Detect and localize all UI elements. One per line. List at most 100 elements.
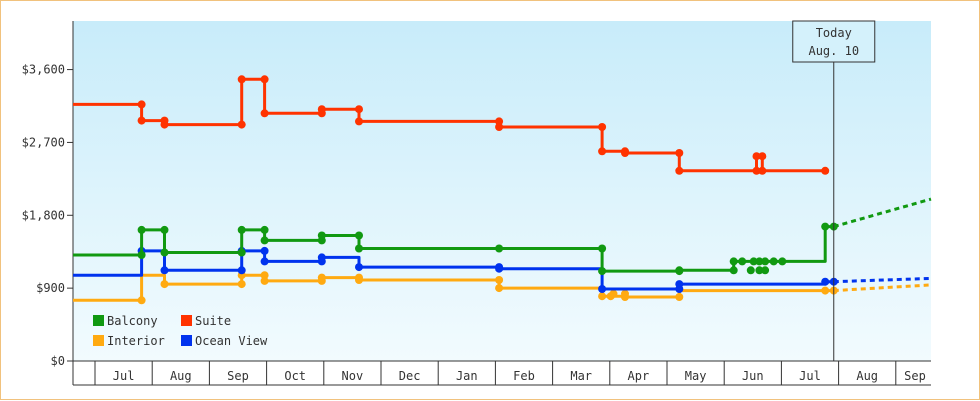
data-point	[317, 105, 326, 114]
data-point	[755, 257, 764, 266]
data-point	[237, 75, 246, 84]
x-tick-label: Dec	[399, 369, 421, 383]
series-suite	[73, 75, 830, 175]
data-point	[317, 231, 326, 240]
forecast-line	[833, 197, 932, 229]
x-tick-label: May	[685, 369, 707, 383]
data-point	[758, 152, 767, 161]
data-point	[675, 280, 684, 289]
data-point	[778, 257, 787, 266]
today-title: Today	[816, 26, 852, 40]
x-tick-label: Sep	[904, 369, 926, 383]
data-point	[769, 257, 778, 266]
data-point	[675, 266, 684, 275]
data-point	[137, 296, 146, 305]
plot-background	[73, 21, 931, 361]
data-point	[729, 257, 738, 266]
x-tick-label: Jul	[799, 369, 821, 383]
x-tick-label: Jul	[113, 369, 135, 383]
x-tick-label: Jun	[742, 369, 764, 383]
data-point	[621, 289, 629, 298]
data-point	[237, 248, 246, 257]
legend-label: Ocean View	[195, 334, 268, 348]
data-point	[355, 244, 363, 253]
data-point	[495, 276, 504, 284]
series-balcony	[73, 222, 838, 276]
data-point	[317, 253, 326, 262]
data-point	[355, 263, 363, 272]
data-point	[761, 266, 770, 275]
data-point	[729, 266, 738, 275]
today-date: Aug. 10	[808, 44, 859, 58]
data-point	[237, 266, 246, 275]
data-point	[355, 117, 363, 126]
data-point	[260, 271, 269, 280]
data-point	[738, 257, 747, 266]
data-point	[137, 100, 146, 109]
y-tick-label: $3,600	[22, 63, 65, 77]
legend-item-ocean-view: Ocean View	[181, 334, 268, 348]
data-point	[598, 244, 607, 253]
data-point	[749, 257, 758, 266]
x-tick-label: Mar	[570, 369, 592, 383]
data-point	[355, 276, 363, 284]
data-point	[160, 280, 169, 289]
data-point	[260, 246, 269, 255]
x-tick-label: Aug	[856, 369, 878, 383]
data-point	[758, 166, 767, 175]
data-point	[160, 225, 169, 234]
x-tick-label: Jan	[456, 369, 478, 383]
data-point	[821, 166, 830, 175]
series-line	[73, 77, 826, 173]
data-point	[137, 225, 146, 234]
series-layer	[73, 75, 932, 305]
x-tick-label: Nov	[342, 369, 364, 383]
y-tick-label: $1,800	[22, 208, 65, 222]
data-point	[675, 149, 684, 157]
data-point	[621, 149, 629, 157]
data-point	[355, 105, 363, 114]
data-point	[260, 236, 269, 245]
today-box	[792, 20, 876, 63]
legend-swatch	[93, 315, 104, 326]
legend-item-interior: Interior	[93, 334, 165, 348]
data-point	[675, 166, 684, 175]
y-tick-label: $900	[36, 281, 65, 295]
data-point	[237, 120, 246, 129]
data-point	[160, 248, 169, 257]
data-point	[137, 251, 146, 259]
series-interior	[73, 271, 838, 305]
data-point	[317, 273, 326, 282]
data-point	[598, 292, 607, 301]
data-point	[260, 109, 269, 118]
legend: Balcony Suite Interior Ocean View	[93, 314, 268, 348]
data-point	[160, 266, 169, 275]
data-point	[260, 225, 269, 234]
data-point	[237, 225, 246, 234]
legend-label: Balcony	[107, 314, 158, 328]
data-point	[755, 266, 764, 275]
x-tick-label: Apr	[628, 369, 650, 383]
data-point	[746, 266, 755, 275]
data-point	[598, 267, 607, 276]
data-point	[821, 222, 830, 231]
legend-item-balcony: Balcony	[93, 314, 158, 328]
forecast-line	[833, 276, 932, 284]
x-tick-label: Aug	[170, 369, 192, 383]
data-point	[495, 244, 504, 253]
data-point	[495, 264, 504, 273]
data-point	[598, 285, 607, 293]
legend-item-suite: Suite	[181, 314, 231, 328]
data-point	[609, 289, 618, 298]
y-tick-label: $2,700	[22, 135, 65, 149]
legend-label: Suite	[195, 314, 231, 328]
data-point	[495, 123, 504, 131]
data-point	[821, 286, 830, 295]
data-point	[495, 284, 504, 293]
y-tick-label: $0	[51, 354, 65, 368]
data-point	[260, 75, 269, 84]
forecast-line	[833, 283, 932, 293]
data-point	[752, 166, 761, 175]
data-point	[761, 257, 770, 266]
